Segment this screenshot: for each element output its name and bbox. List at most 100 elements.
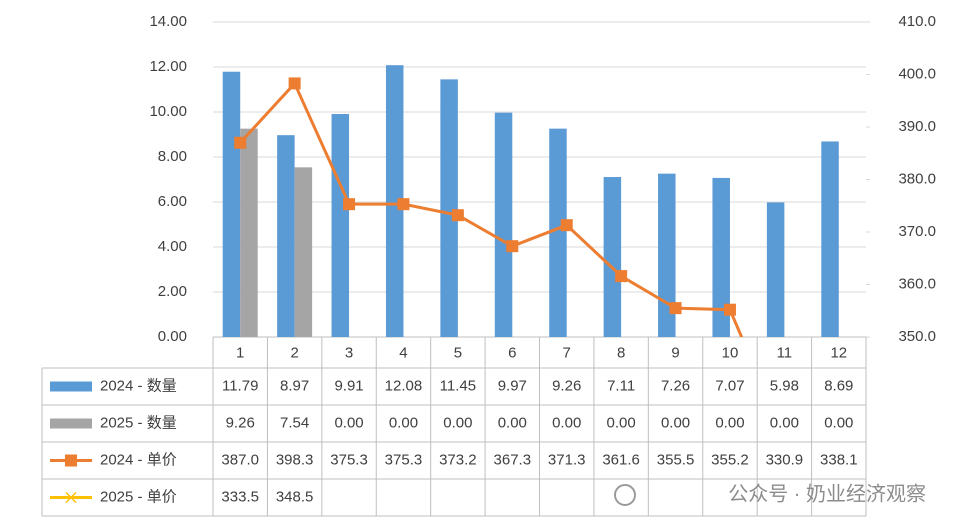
marker (343, 198, 356, 211)
table-value: 398.3 (276, 451, 314, 468)
table-value: 367.3 (494, 451, 532, 468)
bar (549, 128, 567, 337)
legend-label: 2024 - 数量 (100, 377, 177, 394)
marker (397, 198, 410, 211)
table-value: 330.9 (766, 451, 804, 468)
y-tick-label: 14.00 (149, 13, 187, 30)
table-value: 0.00 (389, 414, 418, 431)
table-value: 375.3 (385, 451, 423, 468)
x-tick-label: 6 (508, 344, 516, 361)
y2-tick-label: 370.0 (898, 223, 936, 240)
table-value: 371.3 (548, 451, 586, 468)
y2-tick-label: 400.0 (898, 65, 936, 82)
marker (234, 136, 247, 149)
table-value: 0.00 (334, 414, 363, 431)
table-value: 7.07 (715, 377, 744, 394)
x-tick-label: 11 (777, 344, 793, 361)
bar (222, 71, 241, 337)
table-value: 7.54 (280, 414, 309, 431)
bar (294, 167, 313, 337)
y-tick-label: 2.00 (158, 283, 187, 300)
table-value: 0.00 (443, 414, 472, 431)
x-tick-label: 7 (563, 344, 571, 361)
bar (331, 114, 350, 337)
x-tick-label: 8 (617, 344, 625, 361)
bar (440, 79, 458, 337)
bar (385, 65, 404, 337)
table-value: 0.00 (661, 414, 690, 431)
table-value: 387.0 (221, 451, 259, 468)
bar (658, 173, 676, 337)
table-value: 355.2 (711, 451, 749, 468)
table-value: 333.5 (221, 488, 259, 505)
table-value: 11.45 (440, 377, 476, 394)
legend-label: 2025 - 单价 (100, 488, 177, 505)
x-tick-label: 10 (722, 344, 739, 361)
legend-key (65, 454, 77, 467)
table-value: 0.00 (715, 414, 744, 431)
y2-tick-label: 390.0 (898, 118, 936, 135)
table-value: 5.98 (770, 377, 799, 394)
y-tick-label: 4.00 (158, 238, 187, 255)
table-value: 338.1 (820, 451, 858, 468)
x-tick-label: 2 (290, 344, 298, 361)
y-tick-label: 0.00 (158, 328, 187, 345)
bar (494, 112, 513, 337)
table-value: 11.79 (222, 377, 258, 394)
table-value: 8.97 (280, 377, 309, 394)
y2-tick-label: 360.0 (898, 275, 936, 292)
bar (821, 141, 839, 337)
table-value: 355.5 (657, 451, 695, 468)
table-value: 0.00 (770, 414, 799, 431)
legend-key (50, 418, 92, 429)
watermark-icon (614, 484, 636, 506)
x-tick-label: 3 (345, 344, 353, 361)
table-value: 0.00 (824, 414, 853, 431)
bar (712, 177, 730, 337)
table-value: 348.5 (276, 488, 314, 505)
bar (277, 135, 295, 337)
table-value: 0.00 (498, 414, 527, 431)
marker (288, 77, 301, 90)
table-value: 12.08 (385, 377, 423, 394)
legend-key (50, 381, 92, 392)
marker (723, 303, 736, 316)
table-value: 9.91 (334, 377, 363, 394)
table-value: 7.11 (607, 377, 635, 394)
line (239, 80, 744, 337)
table-value: 375.3 (330, 451, 368, 468)
x-tick-label: 5 (454, 344, 462, 361)
x-tick-label: 12 (830, 344, 847, 361)
y-tick-label: 12.00 (149, 58, 187, 75)
legend-label: 2024 - 单价 (100, 451, 177, 468)
y-tick-label: 6.00 (158, 193, 187, 210)
table-value: 0.00 (552, 414, 581, 431)
bar (240, 128, 258, 337)
marker (669, 302, 682, 315)
table-value: 7.26 (661, 377, 690, 394)
legend-label: 2025 - 数量 (100, 414, 177, 431)
table-value: 373.2 (439, 451, 477, 468)
marker (615, 270, 628, 283)
x-tick-label: 9 (671, 344, 679, 361)
table-value: 0.00 (607, 414, 636, 431)
watermark: 公众号 · 奶业经济观察 (728, 482, 926, 505)
y2-tick-label: 410.0 (898, 13, 936, 30)
y-tick-label: 10.00 (149, 103, 187, 120)
y-tick-label: 8.00 (158, 148, 187, 165)
table-value: 9.26 (552, 377, 581, 394)
plot (222, 65, 839, 337)
bar (603, 177, 622, 337)
y2-tick-label: 350.0 (898, 328, 936, 345)
table-value: 8.69 (824, 377, 853, 394)
table-value: 9.97 (498, 377, 527, 394)
marker (506, 240, 519, 253)
marker (451, 209, 464, 222)
bar (766, 202, 785, 337)
x-tick-label: 1 (236, 344, 244, 361)
marker (560, 219, 573, 232)
x-tick-label: 4 (399, 344, 407, 361)
legend-key (65, 491, 77, 504)
